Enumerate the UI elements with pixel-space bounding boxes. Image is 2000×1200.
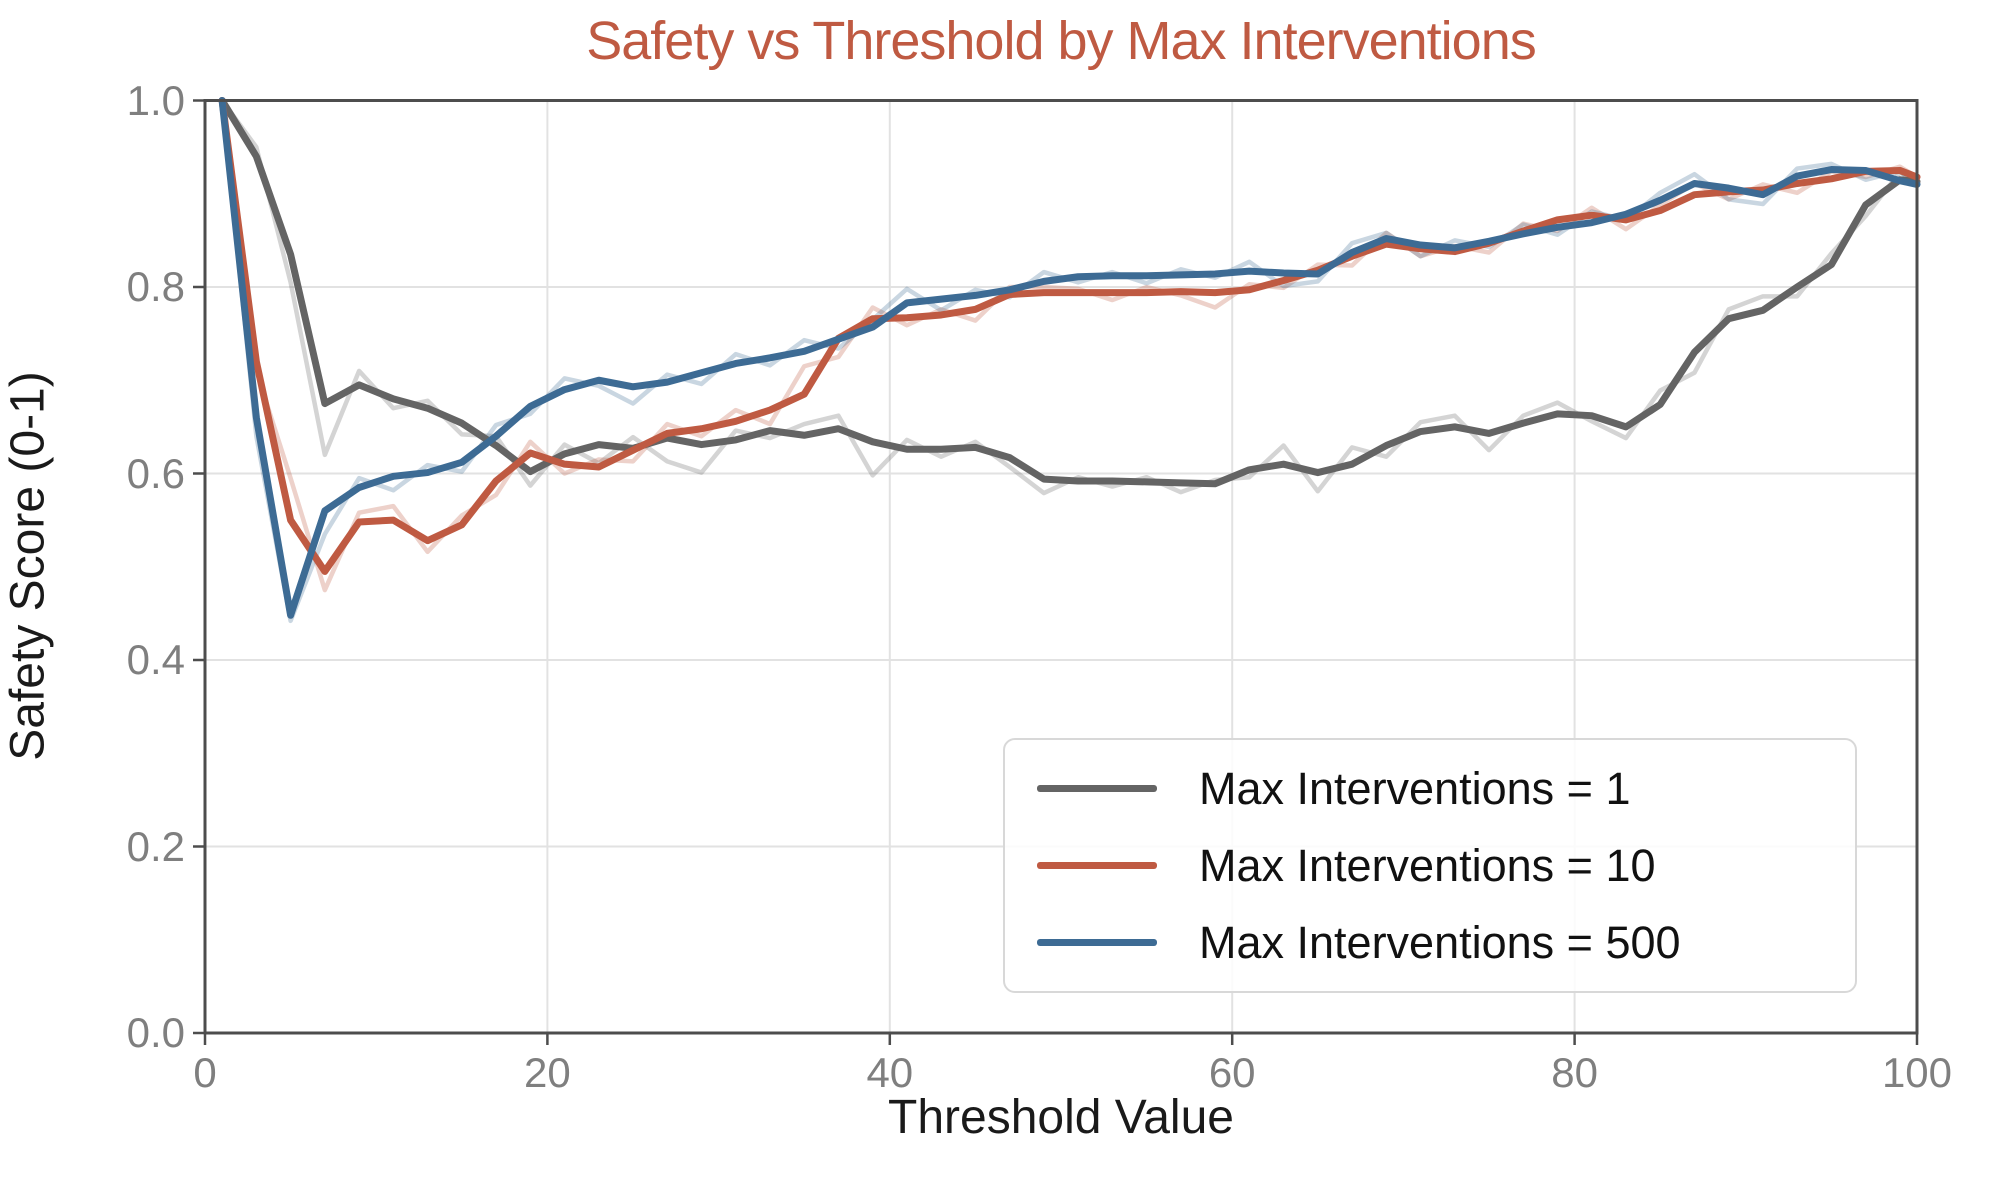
x-tick-label: 40	[866, 1049, 914, 1096]
legend-line-swatch	[1037, 862, 1157, 869]
y-tick-label: 0.2	[126, 822, 185, 870]
legend-item: Max Interventions = 500	[1005, 907, 1855, 979]
y-tick-label: 0.8	[126, 263, 185, 310]
x-tick-label: 20	[524, 1049, 571, 1096]
chart-title: Safety vs Threshold by Max Interventions	[586, 11, 1536, 71]
y-tick-label: 0.0	[126, 1009, 185, 1056]
x-tick-label: 60	[1208, 1049, 1256, 1096]
smoothed-data-line	[218, 97, 1921, 575]
legend: Max Interventions = 1 Max Interventions …	[1003, 738, 1857, 993]
x-axis-label: Threshold Value	[888, 1091, 1234, 1144]
legend-line-swatch	[1037, 785, 1157, 792]
x-tick-label: 80	[1551, 1049, 1598, 1096]
legend-item: Max Interventions = 10	[1005, 830, 1855, 902]
x-tick-label: 0	[193, 1049, 217, 1096]
x-tick-label: 100	[1881, 1049, 1953, 1096]
raw-data-line	[219, 98, 1920, 593]
smoothed-data-line	[218, 97, 1921, 488]
legend-item-label: Max Interventions = 10	[1199, 839, 1656, 891]
y-tick-label: 0.6	[126, 449, 185, 497]
y-tick-label: 0.4	[126, 636, 185, 683]
y-tick-label: 1.0	[126, 76, 185, 124]
plot-frame	[203, 99, 1919, 1035]
legend-item-label: Max Interventions = 1	[1199, 762, 1631, 814]
legend-line-swatch	[1037, 939, 1157, 946]
smoothed-data-line	[218, 97, 1921, 619]
legend-item-label: Max Interventions = 500	[1199, 916, 1681, 968]
legend-item: Max Interventions = 1	[1005, 753, 1855, 825]
raw-data-line	[219, 98, 1920, 624]
